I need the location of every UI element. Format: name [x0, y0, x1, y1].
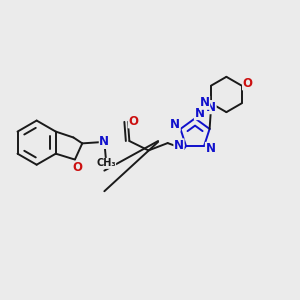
Text: N: N: [200, 96, 210, 109]
Text: O: O: [128, 115, 138, 128]
Text: N: N: [194, 106, 205, 119]
Text: N: N: [170, 118, 180, 131]
Text: N: N: [206, 142, 215, 155]
Text: N: N: [174, 139, 184, 152]
Text: O: O: [243, 77, 253, 90]
Text: N: N: [99, 135, 109, 148]
Text: N: N: [206, 100, 216, 114]
Text: O: O: [72, 161, 82, 174]
Text: CH₃: CH₃: [96, 158, 116, 168]
